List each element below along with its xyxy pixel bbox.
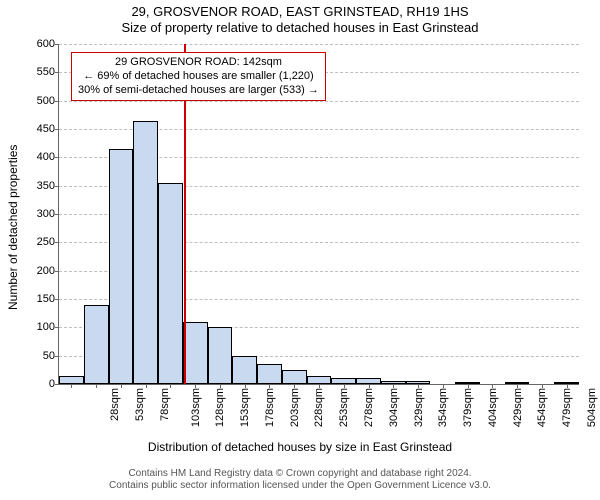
y-axis-label: Number of detached properties <box>6 145 20 310</box>
x-tick-label: 178sqm <box>264 388 276 427</box>
y-tick-mark <box>55 271 59 272</box>
x-tick-label: 379sqm <box>462 388 474 427</box>
x-tick-label: 103sqm <box>190 388 202 427</box>
x-tick-label: 153sqm <box>239 388 251 427</box>
footer: Contains HM Land Registry data © Crown c… <box>0 468 600 492</box>
y-tick-mark <box>55 299 59 300</box>
title-line-1: 29, GROSVENOR ROAD, EAST GRINSTEAD, RH19… <box>0 4 600 20</box>
x-tick-label: 53sqm <box>134 388 146 421</box>
histogram-bar <box>282 370 307 384</box>
x-tick-mark <box>517 384 518 388</box>
x-tick-mark <box>443 384 444 388</box>
x-tick-label: 203sqm <box>289 388 301 427</box>
x-axis-label: Distribution of detached houses by size … <box>0 440 600 454</box>
annotation-box: 29 GROSVENOR ROAD: 142sqm← 69% of detach… <box>71 52 326 101</box>
x-tick-mark <box>146 384 147 388</box>
x-tick-mark <box>220 384 221 388</box>
x-tick-mark <box>418 384 419 388</box>
y-tick-mark <box>55 214 59 215</box>
annotation-line-3: 30% of semi-detached houses are larger (… <box>78 84 319 98</box>
y-tick-mark <box>55 327 59 328</box>
y-tick-mark <box>55 186 59 187</box>
x-tick-label: 304sqm <box>388 388 400 427</box>
x-tick-mark <box>344 384 345 388</box>
x-tick-label: 354sqm <box>437 388 449 427</box>
plot-area: 05010015020025030035040045050055060028sq… <box>58 44 579 385</box>
annotation-line-1: 29 GROSVENOR ROAD: 142sqm <box>78 56 319 70</box>
x-tick-mark <box>468 384 469 388</box>
x-tick-mark <box>170 384 171 388</box>
chart-container: 29, GROSVENOR ROAD, EAST GRINSTEAD, RH19… <box>0 0 600 500</box>
y-tick-mark <box>55 242 59 243</box>
histogram-bar <box>257 364 282 384</box>
x-tick-mark <box>121 384 122 388</box>
y-tick-mark <box>55 384 59 385</box>
x-tick-mark <box>96 384 97 388</box>
x-tick-mark <box>393 384 394 388</box>
title-line-2: Size of property relative to detached ho… <box>0 20 600 36</box>
histogram-bar <box>133 121 158 385</box>
annotation-line-2: ← 69% of detached houses are smaller (1,… <box>78 70 319 84</box>
x-tick-label: 228sqm <box>314 388 326 427</box>
x-tick-mark <box>369 384 370 388</box>
y-tick-mark <box>55 72 59 73</box>
x-tick-mark <box>71 384 72 388</box>
x-tick-label: 479sqm <box>561 388 573 427</box>
x-tick-label: 504sqm <box>586 388 598 427</box>
x-tick-label: 329sqm <box>413 388 425 427</box>
x-tick-label: 404sqm <box>487 388 499 427</box>
x-tick-mark <box>319 384 320 388</box>
y-tick-mark <box>55 44 59 45</box>
footer-line-1: Contains HM Land Registry data © Crown c… <box>0 468 600 480</box>
x-tick-mark <box>542 384 543 388</box>
footer-line-2: Contains public sector information licen… <box>0 480 600 492</box>
x-tick-label: 429sqm <box>512 388 524 427</box>
y-tick-mark <box>55 101 59 102</box>
titles: 29, GROSVENOR ROAD, EAST GRINSTEAD, RH19… <box>0 4 600 35</box>
x-tick-label: 278sqm <box>363 388 375 427</box>
x-tick-label: 28sqm <box>109 388 121 421</box>
histogram-bar <box>109 149 134 384</box>
y-tick-mark <box>55 129 59 130</box>
y-tick-mark <box>55 356 59 357</box>
x-tick-label: 454sqm <box>536 388 548 427</box>
gridline <box>59 44 579 45</box>
x-tick-label: 128sqm <box>215 388 227 427</box>
x-tick-label: 253sqm <box>338 388 350 427</box>
histogram-bar <box>232 356 257 384</box>
y-tick-mark <box>55 157 59 158</box>
x-tick-mark <box>245 384 246 388</box>
histogram-bar <box>84 305 109 384</box>
histogram-bar <box>59 376 84 385</box>
histogram-bar <box>307 376 332 385</box>
x-tick-mark <box>567 384 568 388</box>
histogram-bar <box>183 322 208 384</box>
x-tick-mark <box>269 384 270 388</box>
histogram-bar <box>158 183 183 384</box>
x-tick-mark <box>492 384 493 388</box>
x-tick-mark <box>195 384 196 388</box>
histogram-bar <box>208 327 233 384</box>
x-tick-label: 78sqm <box>159 388 171 421</box>
x-tick-mark <box>294 384 295 388</box>
